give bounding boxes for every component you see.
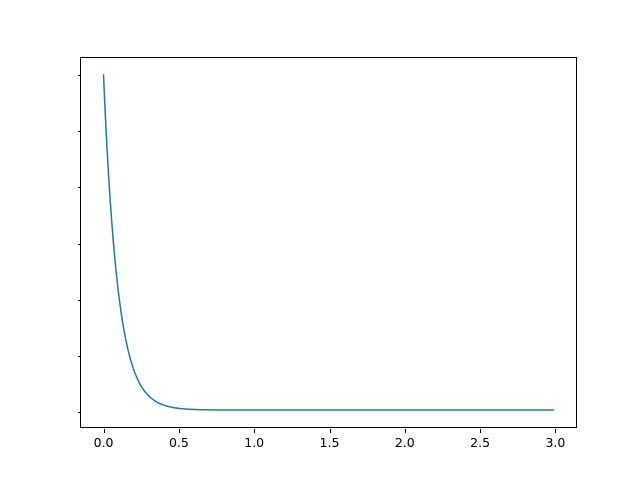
y-tick-mark bbox=[77, 299, 81, 301]
y-tick-mark bbox=[77, 187, 81, 189]
y-tick-mark bbox=[77, 131, 81, 133]
x-tick-mark bbox=[555, 429, 557, 433]
x-tick-label: 2.0 bbox=[394, 435, 415, 450]
data-line-decay bbox=[103, 75, 553, 410]
x-tick-label: 1.5 bbox=[319, 435, 340, 450]
x-tick-label: 3.0 bbox=[545, 435, 566, 450]
y-tick-mark bbox=[77, 411, 81, 413]
x-tick-mark bbox=[178, 429, 180, 433]
y-tick-mark bbox=[77, 75, 81, 77]
x-tick-label: 2.5 bbox=[470, 435, 491, 450]
x-tick-mark bbox=[329, 429, 331, 433]
line-plot-canvas bbox=[81, 58, 576, 427]
y-tick-mark bbox=[77, 355, 81, 357]
x-tick-mark bbox=[103, 429, 105, 433]
y-tick-mark bbox=[77, 243, 81, 245]
x-tick-mark bbox=[404, 429, 406, 433]
x-tick-mark bbox=[254, 429, 256, 433]
x-tick-mark bbox=[480, 429, 482, 433]
plot-axes: 1.00.50.0−0.5−1.0−1.5−2.0 0.00.51.01.52.… bbox=[77, 57, 577, 449]
x-tick-label: 0.0 bbox=[93, 435, 114, 450]
x-tick-label: 0.5 bbox=[168, 435, 189, 450]
x-tick-label: 1.0 bbox=[244, 435, 265, 450]
